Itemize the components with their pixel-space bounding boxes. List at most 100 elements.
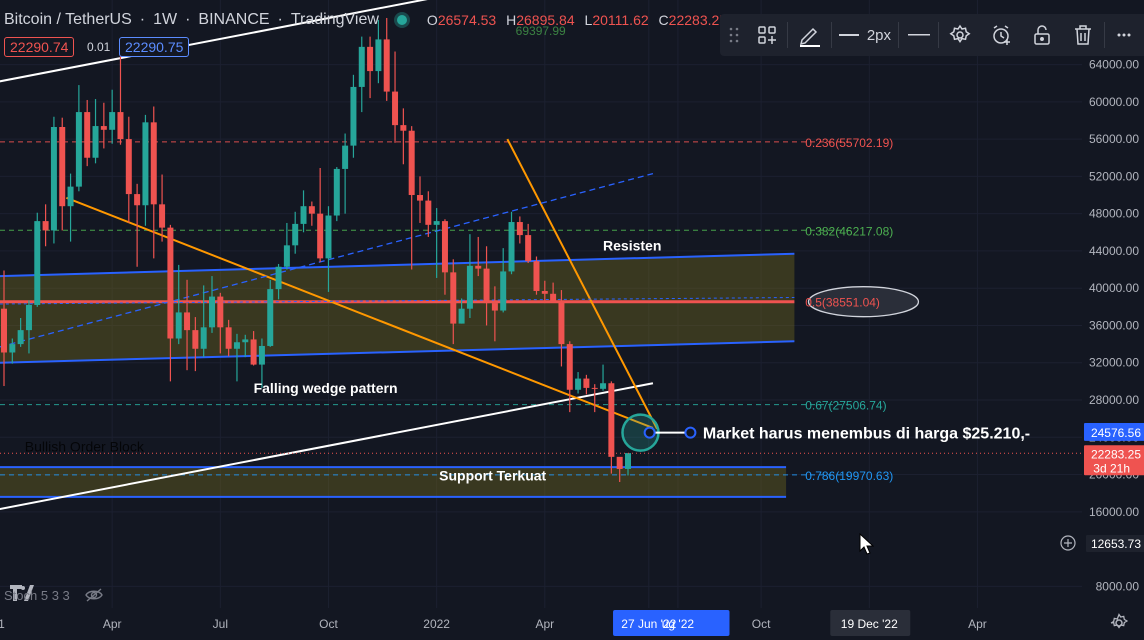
callout-anchor-end [684,426,697,439]
toolbar-divider [938,22,940,48]
chart-settings-icon[interactable] [1109,613,1129,633]
price-tick-label: 28000.00 [1089,393,1139,407]
symbol-name[interactable]: Bitcoin / TetherUS [4,11,132,28]
candle-body [292,223,299,246]
fib-level-label: 0.236(55702.19) [805,136,893,150]
candle-body [308,206,315,214]
candle-body [600,383,607,389]
candle-body [550,293,557,302]
line-width-button[interactable]: 2px [832,14,899,56]
candle-body [134,194,141,206]
price-badge[interactable] [1084,445,1144,476]
candle-body [50,126,57,231]
time-range-badge[interactable] [830,610,911,636]
tradingview-logo-icon[interactable] [8,582,38,604]
candle-body [392,91,399,126]
candle-body [1,308,7,353]
candle-body [625,453,631,469]
time-tick-label: Apr [103,617,122,631]
more-icon[interactable] [1105,14,1144,56]
candle-body [142,122,149,206]
spread: 0.01 [87,40,111,54]
market-status-icon[interactable] [396,15,407,25]
high-label: H [506,12,517,28]
candle-body [608,383,615,457]
time-cursor-badge[interactable] [613,610,730,636]
sell-price[interactable]: 22290.74 [4,37,75,57]
candle-body [433,221,440,225]
fib-level-label: 0.67(27506.74) [805,399,886,413]
candle-body [508,222,515,272]
falling-wedge-lower-line [66,196,654,429]
price-tick-label: 44000.00 [1089,244,1139,258]
toolbar-divider [898,22,900,48]
templates-icon[interactable] [747,14,786,56]
price-tick-label: 56000.00 [1089,132,1139,146]
candle-body [583,378,590,388]
candle-body [150,122,157,205]
candle-body [167,227,174,339]
toolbar-divider [830,22,832,48]
alert-icon[interactable] [981,14,1022,56]
time-tick-label: Jul [213,617,228,631]
candle-body [533,261,540,291]
interval[interactable]: 1W [153,11,178,28]
close-value: 22283.25 [668,12,728,28]
drag-handle-icon[interactable] [720,14,747,56]
open-label: O [426,12,438,28]
candle-body [9,344,16,353]
sell-price-button[interactable]: 22290.74 [4,36,75,58]
resistance-zone [0,253,795,363]
candle-body [17,330,24,345]
lock-icon[interactable] [1022,14,1063,56]
candle-body [125,139,132,195]
price-tick-label: 40000.00 [1089,281,1139,295]
drawing-toolbar: 2px [720,14,1144,56]
fib-levels: 0.236(55702.19) 0.382(46217.08) 0.5(38551.… [0,136,920,483]
fib-level-label: 0.5(38551.04) [805,296,880,310]
candle-body [233,342,240,349]
candle-body [516,222,523,236]
eye-off-icon[interactable] [84,587,104,603]
time-axis-background[interactable] [0,608,1144,640]
indicator-label[interactable]: Stoch 5 3 3 [4,587,70,603]
candle-body [408,130,415,196]
price-tick-label: 32000.00 [1089,356,1139,370]
candle-body [59,126,66,207]
price-badge[interactable] [1086,535,1144,553]
candle-body [267,289,274,346]
upper-channel-line [0,0,428,83]
time-tick-label: 2022 [423,617,450,631]
buy-price-button[interactable]: 22290.75 [119,36,190,58]
candle-body [525,235,532,262]
line-style-icon[interactable] [899,14,938,56]
price-badge[interactable] [1084,423,1144,441]
price-axis-background[interactable] [1082,0,1144,608]
ohlc-values: O26574.53 H26895.84 L20111.62 C22283.25 [421,12,727,28]
candle-body [417,195,423,201]
time-tick-label: Apr [535,617,554,631]
trash-icon[interactable] [1063,14,1104,56]
candle-body [100,126,107,130]
time-tick-label: 19 Dec '22 [841,617,898,631]
indicator-legend: Stoch 5 3 3 [4,587,104,603]
price-badge-label: 12653.73 [1091,537,1141,551]
settings-icon[interactable] [939,14,980,56]
candle-body [258,345,265,365]
candle-body [566,344,573,390]
mouse-cursor-icon [859,533,874,555]
toolbar-divider [1103,22,1105,48]
buy-price[interactable]: 22290.75 [119,37,190,57]
header-separator: · [185,11,191,28]
candles [0,17,1082,483]
pencil-icon[interactable] [788,14,831,56]
add-alert-icon[interactable] [1060,535,1076,551]
chart-zones [0,252,795,498]
platform: TradingView [290,11,379,28]
candle-body [375,39,382,72]
price-axis: 64000.00 60000.00 56000.00 52000.00 48000.00… [1060,0,1144,608]
price-badge-label: 22283.25 [1091,447,1141,461]
candle-body [575,378,582,390]
